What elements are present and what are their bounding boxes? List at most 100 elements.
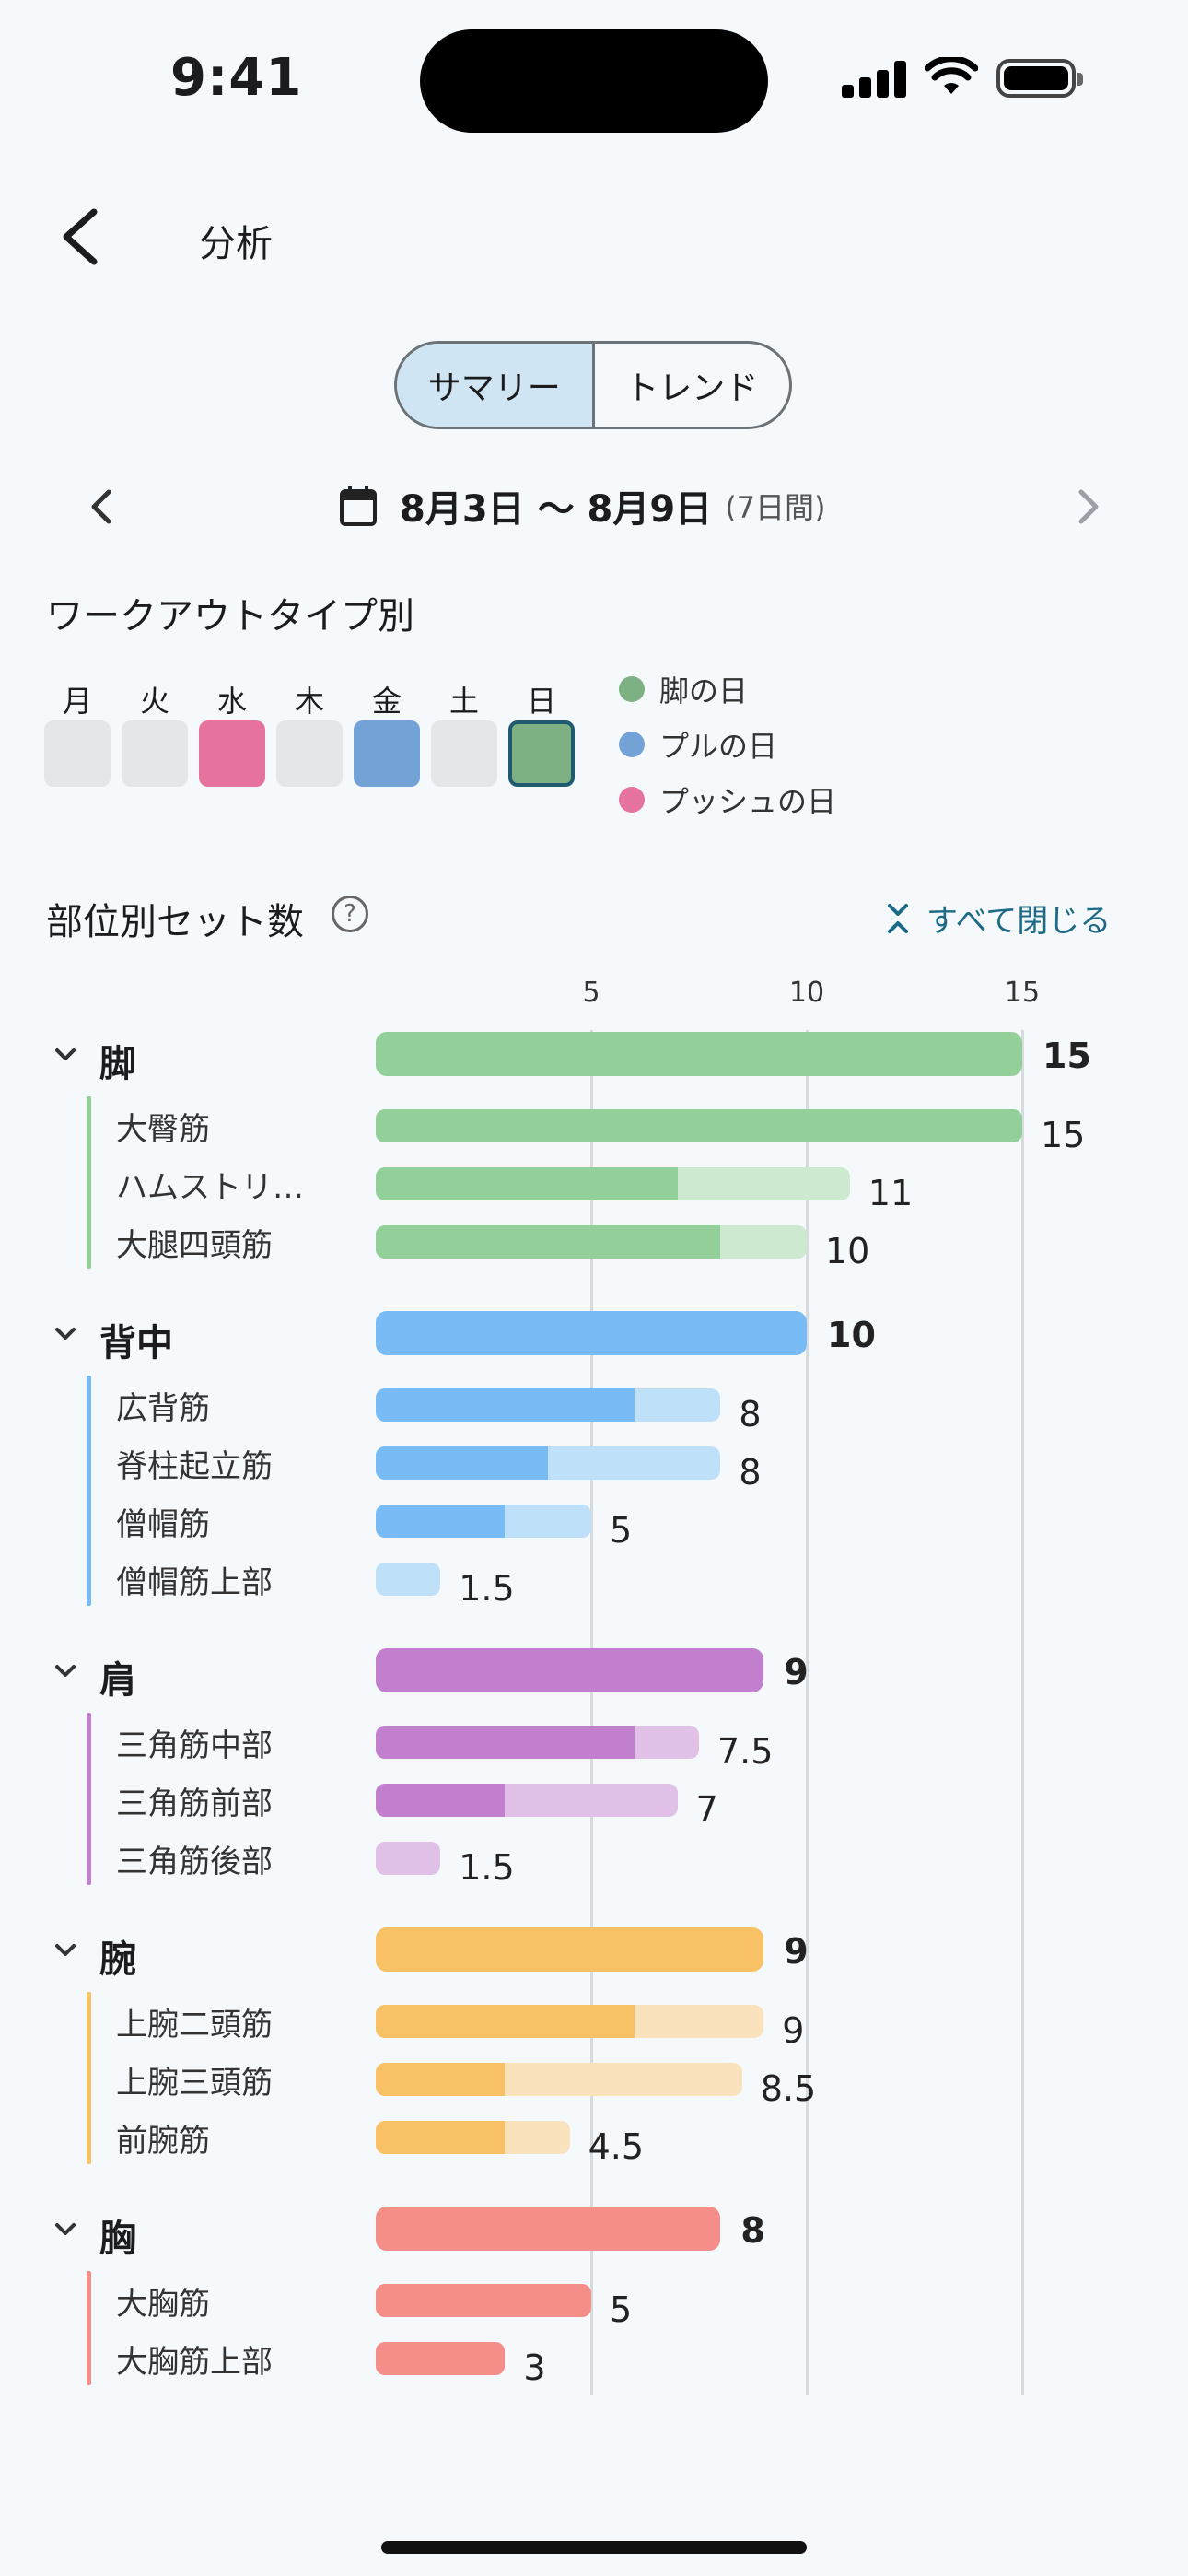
day-label: 火 [139, 684, 169, 719]
muscle-bar-primary [376, 1505, 506, 1538]
page-title: 分析 [199, 223, 273, 265]
day-label: 水 [216, 684, 247, 719]
muscle-bar-primary [376, 2284, 591, 2317]
tab-trend[interactable]: トレンド [625, 369, 759, 407]
muscle-label: 僧帽筋 [116, 1506, 210, 1543]
day-column: 金 [354, 678, 420, 787]
day-label: 月 [62, 684, 92, 719]
next-week-button[interactable] [1070, 479, 1107, 534]
muscle-label: ハムストリ… [116, 1169, 304, 1206]
day-cell[interactable] [122, 720, 188, 787]
muscle-label: 僧帽筋上部 [116, 1564, 273, 1601]
cellular-signal-icon [842, 61, 906, 98]
group-bar [376, 1927, 764, 1972]
muscle-label: 大臀筋 [116, 1111, 210, 1148]
day-cell[interactable] [508, 720, 575, 787]
legend-dot [619, 787, 645, 813]
muscle-bar [376, 1446, 721, 1480]
group-total-value: 9 [784, 1931, 809, 1972]
legend-item: プルの日 [619, 717, 836, 772]
muscle-bar [376, 1784, 678, 1817]
muscle-value: 15 [1041, 1115, 1086, 1155]
muscle-bar [376, 2342, 506, 2375]
group-indent-line [87, 1096, 91, 1269]
muscle-value: 5 [610, 1510, 633, 1551]
muscle-label: 広背筋 [116, 1390, 210, 1427]
dynamic-island [420, 29, 768, 133]
muscle-bar [376, 1388, 721, 1422]
muscle-label: 大腿四頭筋 [116, 1227, 273, 1264]
gridline [590, 1030, 593, 2395]
muscle-bar-primary [376, 1784, 506, 1817]
collapse-all-label: すべて閉じる [926, 903, 1112, 940]
collapse-all-button[interactable]: すべて閉じる [886, 896, 1111, 941]
axis-tick-label: 10 [788, 977, 825, 1009]
date-range-label: 8月3日 〜 8月9日 [400, 488, 713, 531]
day-label: 土 [448, 684, 479, 719]
status-time: 9:41 [170, 48, 303, 108]
group-bar [376, 2207, 721, 2251]
date-range-duration: (7日間) [725, 490, 826, 525]
legend-label: 脚の日 [659, 673, 749, 708]
home-indicator [381, 2541, 807, 2554]
group-total-value: 15 [1042, 1036, 1091, 1076]
axis-tick-label: 5 [582, 977, 600, 1009]
muscle-value: 8 [739, 1452, 762, 1493]
muscle-bar [376, 2121, 570, 2154]
chevron-down-icon[interactable] [52, 1937, 79, 1969]
day-cell[interactable] [431, 720, 497, 787]
chevron-down-icon[interactable] [52, 1320, 79, 1352]
muscle-value: 4.5 [588, 2126, 645, 2167]
gridline [1021, 1030, 1024, 2395]
day-cell[interactable] [276, 720, 343, 787]
group-total-value: 9 [784, 1652, 809, 1692]
muscle-value: 11 [868, 1173, 914, 1213]
muscle-bar-primary [376, 1109, 1022, 1142]
group-indent-line [87, 1713, 91, 1885]
sets-title: 部位別セット数 [46, 901, 304, 943]
workout-day-grid: 月 火 水木金土 日 [44, 678, 575, 787]
day-label: 日 [526, 684, 556, 719]
muscle-bar-primary [376, 2342, 506, 2375]
wifi-icon [925, 57, 978, 94]
muscle-value: 9 [782, 2010, 805, 2051]
muscle-label: 上腕三頭筋 [116, 2065, 273, 2102]
group-label: 肩 [99, 1659, 136, 1702]
chevron-down-icon[interactable] [52, 2216, 79, 2248]
muscle-label: 三角筋前部 [116, 1786, 273, 1822]
muscle-label: 大胸筋 [116, 2286, 210, 2323]
gridline [806, 1030, 809, 2395]
muscle-value: 1.5 [459, 1568, 515, 1609]
muscle-value: 7 [695, 1789, 718, 1830]
day-cell[interactable] [199, 720, 265, 787]
chevron-down-icon[interactable] [52, 1041, 79, 1073]
muscle-bar [376, 2063, 742, 2096]
day-column: 木 [276, 678, 343, 787]
tab-summary[interactable]: サマリー [397, 344, 595, 427]
muscle-value: 3 [523, 2348, 546, 2388]
group-label: 背中 [99, 1322, 173, 1364]
legend-item: プッシュの日 [619, 772, 836, 827]
day-cell[interactable] [354, 720, 420, 787]
back-button[interactable] [55, 205, 111, 269]
muscle-bar-primary [376, 2063, 506, 2096]
date-range[interactable]: 8月3日 〜 8月9日 (7日間) [339, 479, 826, 533]
muscle-value: 8 [739, 1394, 762, 1434]
day-cell[interactable] [44, 720, 111, 787]
muscle-bar-primary [376, 1388, 635, 1422]
day-column: 日 [508, 678, 575, 787]
muscle-bar [376, 1109, 1022, 1142]
muscle-bar-primary [376, 1167, 678, 1200]
day-column: 月 [44, 678, 111, 787]
previous-week-button[interactable] [83, 479, 120, 534]
help-icon[interactable]: ? [332, 896, 368, 932]
chevron-down-icon[interactable] [52, 1657, 79, 1690]
muscle-bar [376, 1563, 441, 1596]
view-segmented-control: サマリー トレンド [394, 341, 792, 429]
group-label: 腕 [99, 1938, 136, 1981]
collapse-icon [888, 903, 908, 933]
muscle-bar [376, 1167, 850, 1200]
group-total-value: 8 [740, 2210, 765, 2251]
muscle-bar-primary [376, 1446, 549, 1480]
muscle-value: 10 [825, 1231, 870, 1271]
